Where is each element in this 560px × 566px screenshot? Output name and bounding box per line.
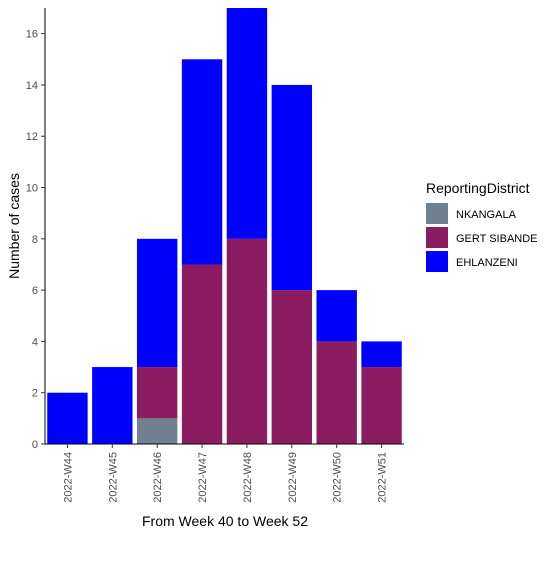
bar-ehlanzeni-2022-w44 <box>47 392 88 444</box>
bar-gert-sibande-2022-w51 <box>361 367 402 444</box>
x-tick-label: 2022-W50 <box>332 452 344 503</box>
y-tick-label: 0 <box>32 439 38 451</box>
bar-ehlanzeni-2022-w47 <box>181 59 223 265</box>
legend-label: GERT SIBANDE <box>456 233 538 245</box>
bars-layer <box>47 8 402 444</box>
y-tick-label: 8 <box>32 234 38 246</box>
y-tick-label: 10 <box>26 183 38 195</box>
bar-gert-sibande-2022-w50 <box>316 341 357 444</box>
bar-ehlanzeni-2022-w48 <box>226 8 268 239</box>
legend-label: NKANGALA <box>456 209 517 221</box>
legend-label: EHLANZENI <box>456 257 518 269</box>
bar-ehlanzeni-2022-w51 <box>361 341 402 368</box>
bar-ehlanzeni-2022-w46 <box>136 238 178 368</box>
y-tick-label: 14 <box>26 80 38 92</box>
bar-gert-sibande-2022-w49 <box>271 290 313 444</box>
bar-nkangala-2022-w46 <box>136 418 178 444</box>
bar-gert-sibande-2022-w46 <box>136 367 178 419</box>
legend-title: ReportingDistrict <box>426 180 530 196</box>
legend: ReportingDistrict NKANGALA GERT SIBANDE EH… <box>426 180 538 272</box>
y-tick-label: 12 <box>26 131 38 143</box>
y-tick-label: 6 <box>32 285 38 297</box>
legend-key-ehlanzeni <box>426 251 448 272</box>
x-tick-label: 2022-W47 <box>197 452 209 503</box>
bar-gert-sibande-2022-w47 <box>181 264 223 444</box>
bar-gert-sibande-2022-w48 <box>226 238 268 444</box>
legend-key-gert-sibande <box>426 227 448 248</box>
y-tick-label: 4 <box>32 336 38 348</box>
bar-ehlanzeni-2022-w50 <box>316 290 357 342</box>
x-tick-label: 2022-W51 <box>377 452 389 503</box>
x-tick-label: 2022-W48 <box>242 452 254 503</box>
x-tick-label: 2022-W49 <box>287 452 299 503</box>
y-tick-label: 2 <box>32 388 38 400</box>
bar-ehlanzeni-2022-w49 <box>271 84 313 291</box>
x-axis-ticks: 2022-W44 2022-W45 2022-W46 2022-W47 2022-W48… <box>62 444 389 503</box>
legend-key-nkangala <box>426 203 448 224</box>
y-tick-label: 16 <box>26 29 38 41</box>
y-axis-ticks: 0 2 4 6 8 10 12 14 16 <box>26 29 45 451</box>
x-axis-title: From Week 40 to Week 52 <box>142 513 308 529</box>
y-axis-title: Number of cases <box>6 173 22 279</box>
x-tick-label: 2022-W45 <box>107 452 119 503</box>
x-tick-label: 2022-W44 <box>62 452 74 503</box>
x-tick-label: 2022-W46 <box>152 452 164 503</box>
bar-ehlanzeni-2022-w45 <box>92 367 133 444</box>
